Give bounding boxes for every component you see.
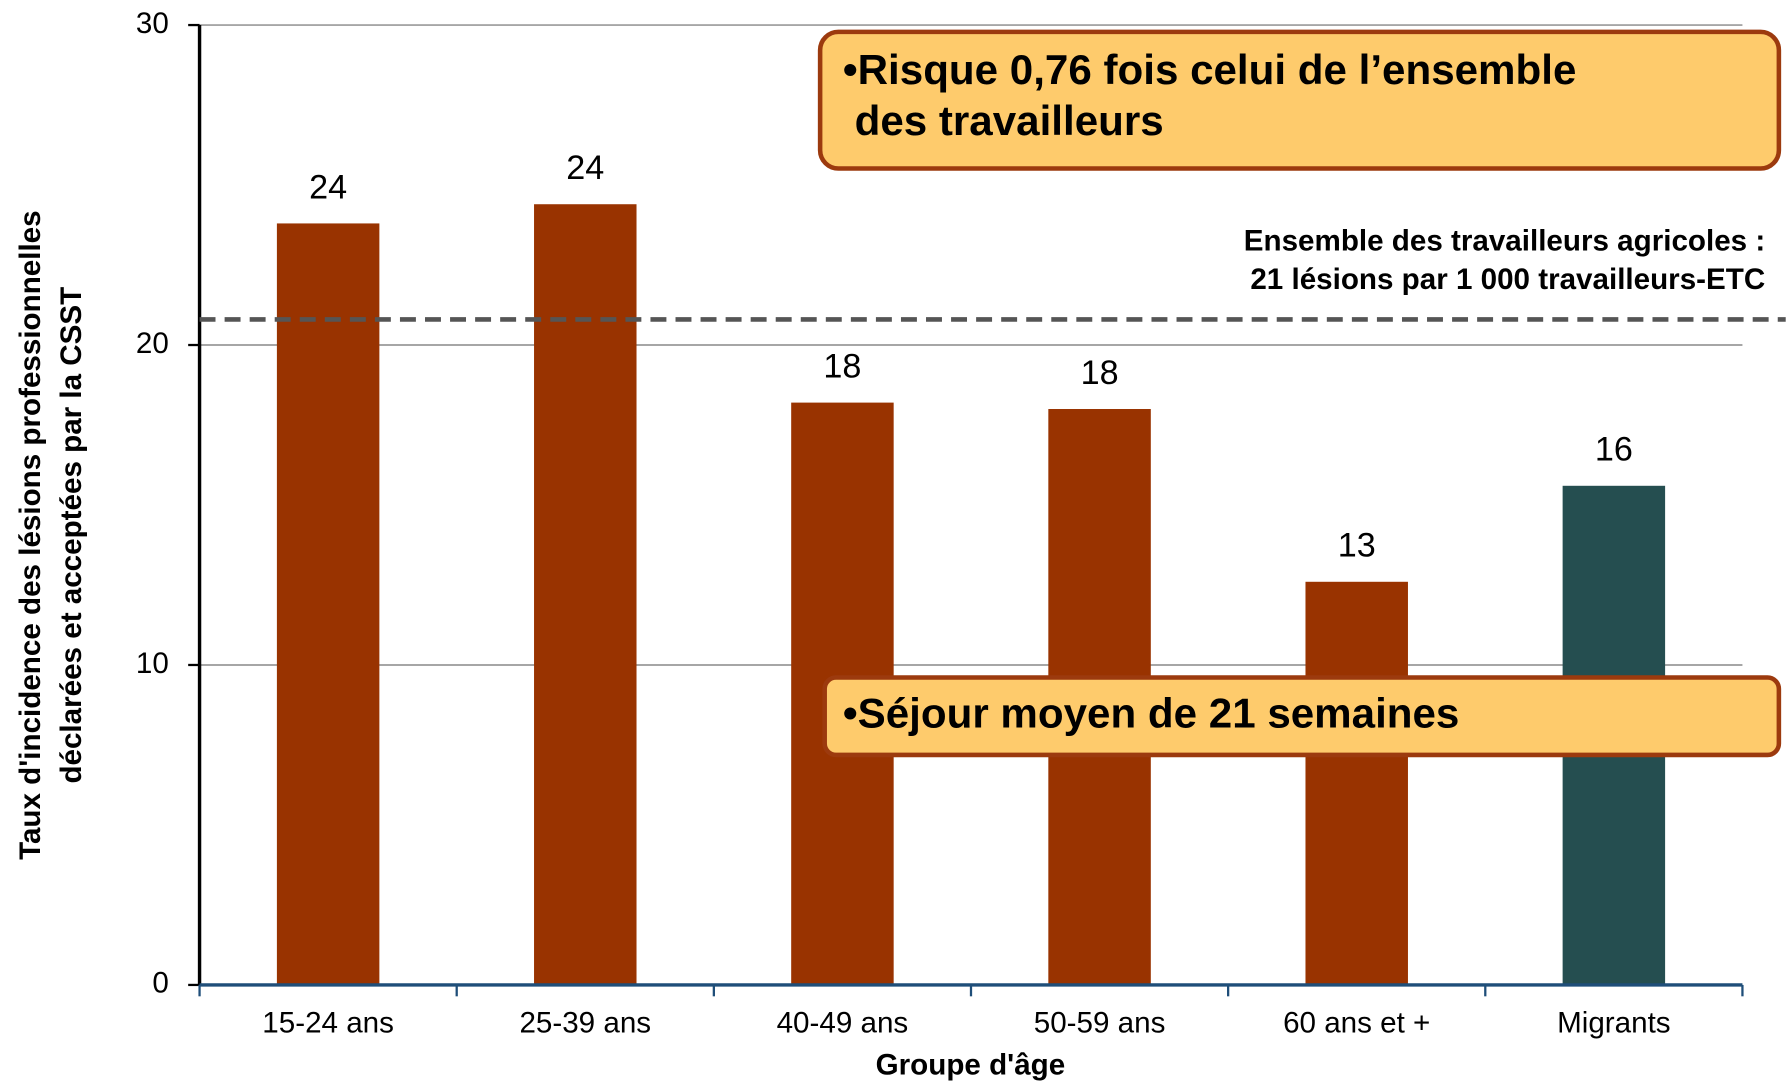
annotation: des travailleurs: [843, 97, 1164, 144]
bar: [534, 204, 637, 985]
x-tick-label: 25-39 ans: [519, 1007, 651, 1040]
reference-label: 21 lésions par 1 000 travailleurs-ETC: [1250, 263, 1765, 296]
value-label: 18: [823, 347, 861, 385]
annotation-box: [817, 29, 1782, 171]
bar: [1305, 581, 1408, 985]
y-axis-title: Taux d'incidence des lésions professionn…: [14, 210, 47, 860]
annotation-box: [822, 675, 1782, 758]
value-label: 24: [566, 149, 604, 187]
value-label: 13: [1338, 527, 1376, 565]
annotation: •Séjour moyen de 21 semaines: [843, 689, 1459, 736]
bar: [276, 223, 380, 985]
x-tick-label: 60 ans et +: [1283, 1007, 1430, 1040]
reference-label: Ensemble des travailleurs agricoles :: [1244, 224, 1765, 257]
x-tick-label: 50-59 ans: [1034, 1007, 1166, 1040]
x-tick-label: 40-49 ans: [777, 1007, 909, 1040]
y-tick-label: 30: [136, 7, 169, 40]
value-label: 16: [1595, 431, 1633, 469]
annotation: •Risque 0,76 fois celui de l’ensemble: [843, 46, 1577, 93]
value-label: 24: [309, 168, 347, 206]
y-tick-label: 0: [152, 967, 168, 1000]
value-label: 18: [1081, 354, 1119, 392]
x-tick-label: 15-24 ans: [262, 1007, 394, 1040]
y-tick-label: 10: [136, 647, 169, 680]
y-tick-label: 20: [136, 327, 169, 360]
x-tick-label: Migrants: [1557, 1007, 1670, 1040]
y-axis-title: déclarées et acceptées par la CSST: [55, 287, 88, 784]
x-axis-title: Groupe d'âge: [876, 1049, 1066, 1082]
